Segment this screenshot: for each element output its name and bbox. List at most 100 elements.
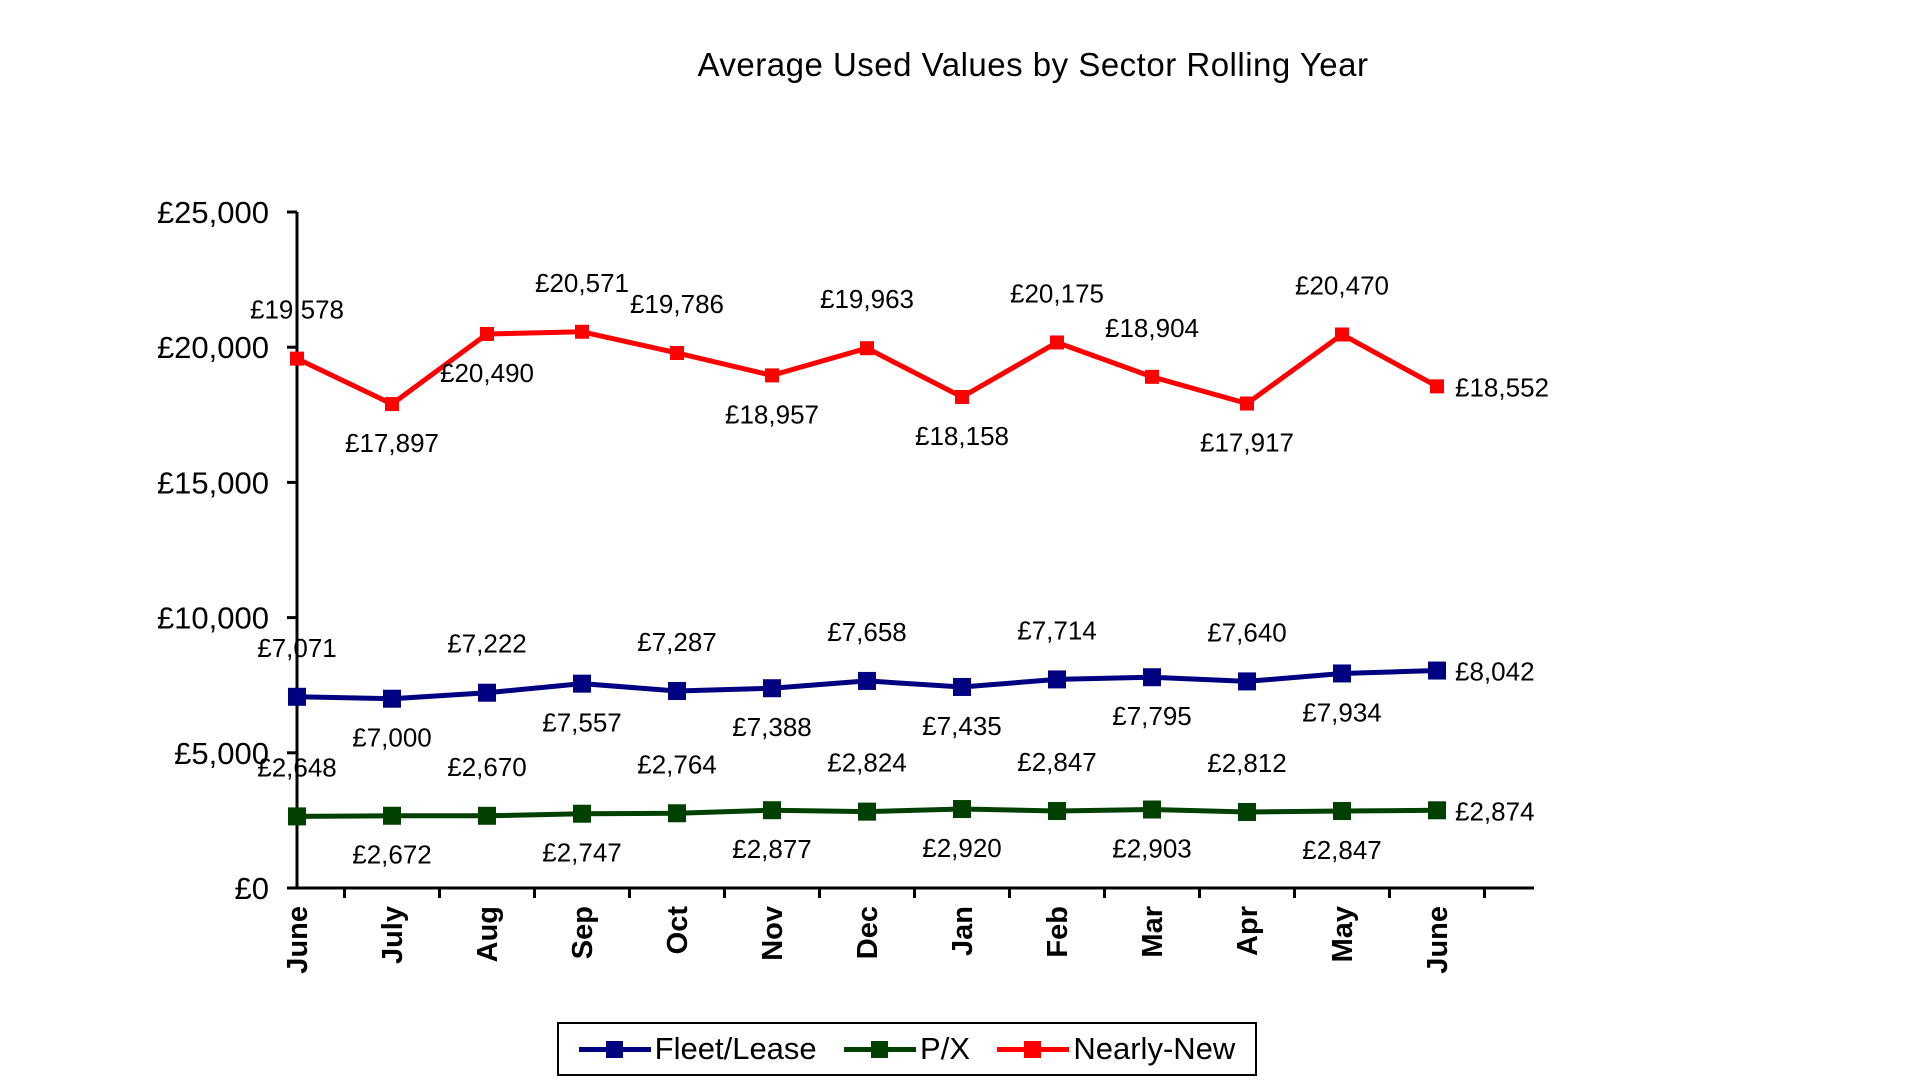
data-label-p-x: £2,764 [637, 749, 717, 779]
data-label-fleet-lease: £8,042 [1455, 657, 1535, 687]
data-label-fleet-lease: £7,934 [1302, 697, 1382, 727]
legend-item-fleet-lease: Fleet/Lease [578, 1031, 817, 1067]
data-label-p-x: £2,903 [1112, 834, 1192, 864]
x-tick-label: July [377, 906, 409, 964]
legend-item-px: P/X [844, 1031, 970, 1067]
data-label-p-x: £2,877 [732, 834, 812, 864]
legend-label-px: P/X [920, 1031, 970, 1066]
data-point-nearly-new [1050, 335, 1064, 350]
data-point-p-x [858, 802, 876, 821]
y-tick-label: £0 [235, 871, 269, 906]
y-tick-label: £15,000 [157, 465, 269, 500]
data-point-fleet-lease [1428, 661, 1446, 680]
data-label-p-x: £2,920 [922, 833, 1002, 863]
data-label-fleet-lease: £7,795 [1112, 701, 1192, 731]
data-label-nearly-new: £20,175 [1010, 278, 1104, 308]
data-labels: £7,071 £7,000 £7,222 £7,557 £7,287 £7,388 £7,6… [250, 268, 1549, 870]
data-label-nearly-new: £20,490 [440, 358, 534, 388]
y-tick-label: £5,000 [174, 736, 269, 771]
data-point-fleet-lease [573, 674, 591, 693]
x-tick-label: Jan [947, 906, 979, 956]
data-point-p-x [668, 804, 686, 823]
data-label-fleet-lease: £7,071 [257, 633, 337, 663]
x-tick-label: Aug [472, 906, 504, 962]
data-point-p-x [1238, 802, 1256, 821]
data-point-nearly-new [765, 368, 779, 383]
data-label-nearly-new: £19,786 [630, 289, 724, 319]
series-lines [295, 329, 1439, 819]
data-label-nearly-new: £18,957 [725, 399, 819, 429]
data-point-nearly-new [1430, 379, 1444, 394]
series-markers [288, 324, 1446, 826]
legend-marker-nearly-new [1024, 1041, 1042, 1058]
data-point-fleet-lease [668, 681, 686, 700]
legend-item-nearly-new: Nearly-New [997, 1031, 1235, 1067]
data-point-fleet-lease [953, 677, 971, 696]
y-tick-label: £20,000 [157, 330, 269, 365]
x-tick-label: Apr [1232, 906, 1264, 956]
data-label-fleet-lease: £7,222 [447, 629, 527, 659]
data-label-nearly-new: £18,904 [1105, 313, 1199, 343]
data-label-fleet-lease: £7,658 [827, 617, 907, 647]
data-label-p-x: £2,812 [1207, 748, 1287, 778]
data-point-nearly-new [1335, 327, 1349, 342]
data-point-nearly-new [1240, 396, 1254, 411]
data-label-fleet-lease: £7,714 [1017, 615, 1097, 645]
data-point-nearly-new [385, 397, 399, 412]
x-tick-label: Nov [757, 906, 789, 961]
legend: Fleet/Lease P/X Nearly-New [557, 1022, 1257, 1076]
data-label-fleet-lease: £7,388 [732, 712, 812, 742]
data-label-nearly-new: £17,917 [1200, 428, 1294, 458]
data-point-nearly-new [575, 324, 589, 339]
data-point-fleet-lease [858, 671, 876, 690]
data-label-p-x: £2,847 [1302, 835, 1382, 865]
data-label-p-x: £2,747 [542, 838, 622, 868]
data-label-fleet-lease: £7,435 [922, 711, 1002, 741]
data-label-nearly-new: £20,470 [1295, 270, 1389, 300]
data-label-nearly-new: £17,897 [345, 428, 439, 458]
data-point-nearly-new [670, 345, 684, 360]
x-tick-label: Sep [567, 906, 599, 959]
data-point-p-x [1143, 800, 1161, 819]
legend-marker-fleet-lease [605, 1041, 623, 1058]
data-label-p-x: £2,648 [257, 752, 337, 782]
legend-label-nearly-new: Nearly-New [1073, 1031, 1236, 1066]
x-tick-label: Mar [1137, 906, 1169, 958]
data-point-p-x [383, 806, 401, 825]
data-point-nearly-new [290, 351, 304, 366]
data-label-nearly-new: £18,552 [1455, 372, 1549, 402]
data-label-fleet-lease: £7,640 [1207, 617, 1287, 647]
x-tick-label: Dec [852, 906, 884, 959]
data-point-p-x [953, 800, 971, 819]
data-point-nearly-new [955, 390, 969, 405]
data-point-fleet-lease [383, 689, 401, 708]
data-point-fleet-lease [1048, 670, 1066, 689]
legend-marker-px [871, 1041, 889, 1058]
data-label-p-x: £2,672 [352, 840, 432, 870]
y-tick-label: £25,000 [157, 195, 269, 230]
data-label-fleet-lease: £7,000 [352, 723, 432, 753]
data-point-nearly-new [480, 326, 494, 341]
data-point-nearly-new [1145, 369, 1159, 384]
data-label-fleet-lease: £7,557 [542, 708, 622, 738]
data-point-p-x [288, 807, 306, 826]
x-tick-label: Oct [662, 906, 694, 955]
data-label-nearly-new: £19,578 [250, 295, 344, 325]
data-label-nearly-new: £20,571 [535, 268, 629, 298]
data-label-p-x: £2,847 [1017, 747, 1097, 777]
legend-swatch-nearly-new [997, 1040, 1070, 1058]
data-point-fleet-lease [478, 683, 496, 702]
data-label-p-x: £2,874 [1455, 796, 1535, 826]
data-point-fleet-lease [1143, 668, 1161, 687]
y-tick-label: £10,000 [157, 601, 269, 636]
data-point-p-x [1333, 802, 1351, 821]
axes: £0 £5,000 £10,000 £15,000 £20,000 £25,000 June… [157, 195, 1534, 974]
data-point-nearly-new [860, 341, 874, 356]
data-point-fleet-lease [1333, 664, 1351, 683]
data-label-p-x: £2,824 [827, 748, 907, 778]
data-point-fleet-lease [1238, 672, 1256, 691]
data-label-nearly-new: £18,158 [915, 421, 1009, 451]
x-tick-label: May [1327, 906, 1359, 962]
data-point-p-x [1428, 801, 1446, 820]
